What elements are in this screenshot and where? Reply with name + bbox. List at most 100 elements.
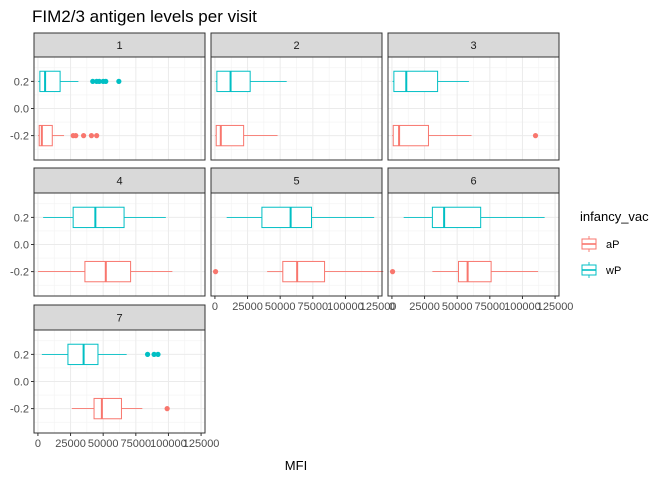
facet-strip bbox=[33, 32, 206, 58]
panel-border bbox=[387, 56, 560, 161]
legend: infancy_vac aP wP bbox=[580, 209, 649, 279]
outlier-point bbox=[212, 269, 219, 275]
x-tick-label: 100000 bbox=[504, 301, 541, 313]
boxplot-aP bbox=[389, 260, 539, 283]
x-tick-label: 125000 bbox=[183, 438, 220, 450]
y-tick-label: 0.2 bbox=[14, 349, 29, 361]
facet-strip bbox=[387, 167, 560, 194]
x-tick-label: 25000 bbox=[409, 301, 440, 313]
box bbox=[93, 397, 122, 420]
box bbox=[282, 260, 326, 283]
facet-strip-label: 3 bbox=[470, 40, 476, 52]
boxplot-aP bbox=[71, 397, 170, 420]
y-tick-label: 0.0 bbox=[14, 240, 29, 252]
panel-border bbox=[210, 192, 383, 297]
boxplot-aP bbox=[392, 124, 539, 147]
y-tick-label: -0.2 bbox=[10, 267, 29, 279]
outlier-point bbox=[144, 351, 151, 357]
facet-strip bbox=[210, 167, 383, 194]
outlier-point bbox=[90, 78, 96, 84]
chart-title: FIM2/3 antigen levels per visit bbox=[32, 7, 257, 26]
x-tick-label: 50000 bbox=[265, 301, 296, 313]
x-tick-label: 0 bbox=[212, 301, 218, 313]
y-tick-label: -0.2 bbox=[10, 404, 29, 416]
x-tick-label: 125000 bbox=[360, 301, 397, 313]
outlier-point bbox=[103, 78, 109, 84]
box bbox=[393, 70, 439, 93]
legend-label: wP bbox=[605, 265, 621, 277]
legend-title: infancy_vac bbox=[580, 209, 649, 224]
x-tick-label: 125000 bbox=[537, 301, 574, 313]
box bbox=[72, 206, 125, 229]
outlier-point bbox=[73, 133, 79, 139]
facet-strip-label: 5 bbox=[293, 176, 299, 188]
boxplot-aP bbox=[37, 260, 173, 283]
box bbox=[216, 70, 251, 93]
outlier-point bbox=[96, 78, 102, 84]
facet-strip bbox=[33, 167, 206, 194]
facet-strip-label: 4 bbox=[116, 176, 122, 188]
outlier-point bbox=[94, 133, 100, 139]
boxplot-wP bbox=[226, 206, 375, 229]
facet-strip-label: 6 bbox=[470, 176, 476, 188]
facet-strip-label: 7 bbox=[116, 313, 122, 325]
facet-panel-4: 4 0.2 0.0 -0.2 bbox=[10, 167, 206, 297]
legend-entry-wP: wP bbox=[580, 261, 621, 279]
legend-entry-aP: aP bbox=[580, 235, 619, 253]
facet-panel-2: 2 bbox=[210, 32, 383, 161]
boxplot-wP bbox=[43, 206, 166, 229]
outlier-point bbox=[151, 351, 157, 357]
y-tick-label: 0.2 bbox=[14, 76, 29, 88]
x-tick-label: 50000 bbox=[88, 438, 119, 450]
facet-panels: 10.20.0-0.22 340.20.0-0.250 25000 50000 7500… bbox=[10, 32, 574, 450]
box bbox=[39, 70, 61, 93]
outlier-point bbox=[532, 133, 539, 139]
box bbox=[431, 206, 482, 229]
boxplot-wP bbox=[41, 343, 161, 366]
boxplot-wP bbox=[403, 206, 545, 229]
boxplot-aP bbox=[215, 124, 278, 147]
boxplot-wP bbox=[215, 70, 287, 93]
y-tick-label: 0.2 bbox=[14, 212, 29, 224]
x-tick-label: 50000 bbox=[442, 301, 473, 313]
x-tick-label: 0 bbox=[35, 438, 41, 450]
x-tick-label: 25000 bbox=[55, 438, 86, 450]
facet-strip-label: 2 bbox=[293, 40, 299, 52]
boxplot-wP bbox=[38, 70, 122, 93]
facet-panel-3: 3 bbox=[387, 32, 560, 161]
outlier-point bbox=[155, 351, 161, 357]
boxplot-aP bbox=[212, 260, 384, 283]
panel-border bbox=[387, 192, 560, 297]
y-tick-label: -0.2 bbox=[10, 131, 29, 143]
box bbox=[215, 124, 245, 147]
box bbox=[457, 260, 492, 283]
outlier-point bbox=[81, 133, 87, 139]
x-tick-label: 100000 bbox=[150, 438, 187, 450]
outlier-point bbox=[164, 406, 170, 412]
x-tick-label: 0 bbox=[389, 301, 395, 313]
facet-panel-1: 1 0.2 0.0 -0.2 bbox=[10, 32, 206, 161]
outlier-point bbox=[389, 269, 396, 275]
outlier-point bbox=[116, 78, 122, 84]
box bbox=[84, 260, 132, 283]
panel-border bbox=[210, 56, 383, 161]
x-tick-label: 75000 bbox=[475, 301, 506, 313]
y-tick-label: 0.0 bbox=[14, 377, 29, 389]
y-tick-label: 0.0 bbox=[14, 104, 29, 116]
x-axis-title: MFI bbox=[285, 458, 307, 473]
x-tick-label: 75000 bbox=[298, 301, 329, 313]
boxplot-aP bbox=[38, 124, 100, 147]
box bbox=[392, 124, 429, 147]
box bbox=[261, 206, 313, 229]
x-tick-label: 25000 bbox=[232, 301, 263, 313]
boxplot-wP bbox=[392, 70, 469, 93]
x-tick-label: 75000 bbox=[121, 438, 152, 450]
facet-strip-label: 1 bbox=[116, 40, 122, 52]
outlier-point bbox=[88, 133, 95, 139]
facet-strip bbox=[33, 304, 206, 331]
x-tick-label: 100000 bbox=[327, 301, 364, 313]
